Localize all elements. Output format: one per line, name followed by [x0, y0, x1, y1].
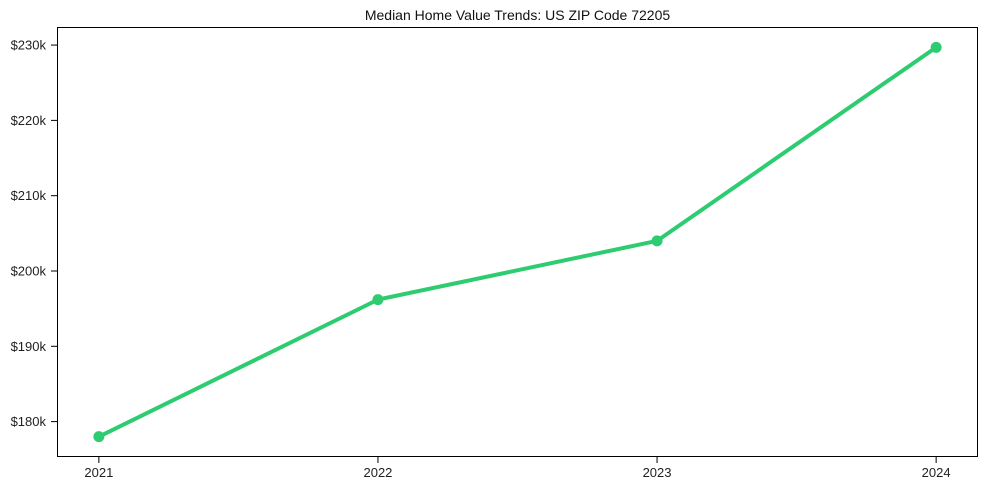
x-tick-label: 2023 — [643, 465, 672, 480]
data-point-2023 — [651, 235, 663, 247]
data-point-2022 — [372, 294, 384, 306]
data-point-2021 — [93, 431, 105, 443]
y-tick-label: $220k — [11, 113, 47, 128]
x-tick-label: 2021 — [84, 465, 113, 480]
x-tick-label: 2024 — [922, 465, 951, 480]
y-tick-label: $190k — [11, 339, 47, 354]
plot-area: $180k $190k $200k $210k $220k $230k 2021 2022 20… — [11, 27, 978, 480]
y-tick-label: $230k — [11, 38, 47, 53]
chart-title: Median Home Value Trends: US ZIP Code 72… — [365, 7, 671, 23]
data-point-2024 — [930, 41, 942, 53]
plot-border — [57, 27, 978, 457]
y-tick-label: $210k — [11, 188, 47, 203]
x-tick-label: 2022 — [363, 465, 392, 480]
y-tick-label: $200k — [11, 263, 47, 278]
trend-line — [96, 45, 939, 439]
y-tick-label: $180k — [11, 414, 47, 429]
